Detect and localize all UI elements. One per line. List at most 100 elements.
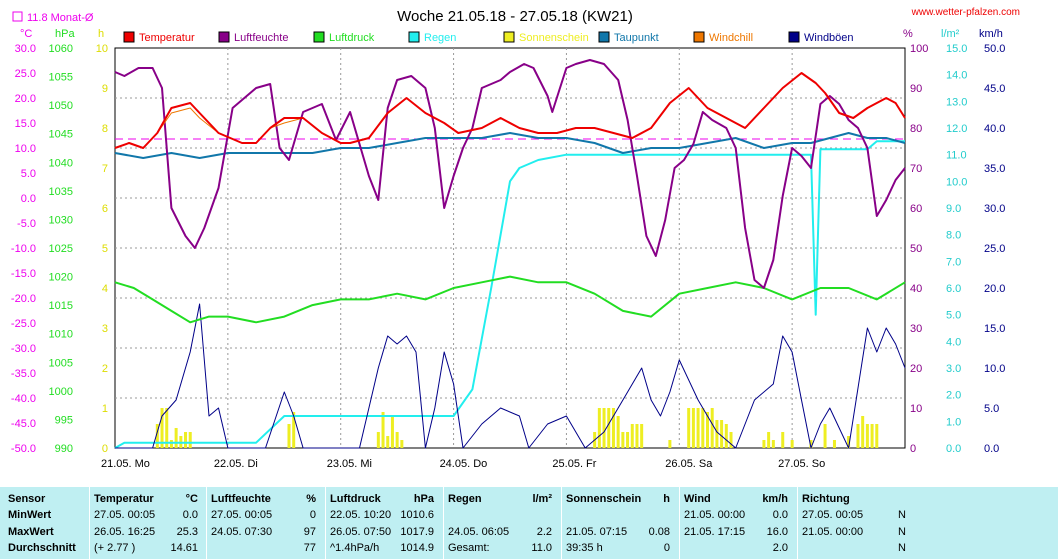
stats-column-unit: l/m² [532,493,552,505]
stats-table: Sensor Temperatur °C Luftfeuchte% Luftdruck h… [0,487,1058,559]
rain-tick-label: 15.0 [946,43,967,55]
stats-cell-time: 26.05. 16:25 [94,526,156,538]
wind-unit-label: km/h [979,28,1003,40]
legend-swatch [788,31,800,43]
sunshine-bar [875,424,879,448]
sunshine-bar [160,408,164,448]
stats-column-separator [797,487,798,559]
legend-swatch [123,31,135,43]
sunshine-bar [809,440,813,448]
temp-tick-label: -50.0 [11,443,36,455]
series-taupunkt-line [114,132,906,159]
stats-column-header: Regen [448,493,482,505]
sunshine-bar [724,424,728,448]
temp-tick-label: 15.0 [15,118,36,130]
humidity-tick-label: 60 [910,203,922,215]
temp-tick-label: 0.0 [21,193,36,205]
wind-tick-label: 45.0 [984,83,1005,95]
temp-tick-label: -25.0 [11,318,36,330]
sunshine-bar [626,432,630,448]
stats-column-separator [206,487,207,559]
sunshine-bar [165,408,169,448]
humidity-tick-label: 80 [910,123,922,135]
series-regen-line [114,140,905,449]
stats-row-label: MaxWert [8,526,54,538]
month-avg-label: 11.8 Monat-Ø [27,12,94,24]
stats-column-header: Sensor [8,493,46,505]
sunshine-bar [611,408,615,448]
pressure-tick-label: 1040 [49,157,73,169]
rain-tick-label: 8.0 [946,230,961,242]
wind-tick-label: 5.0 [984,403,999,415]
x-tick-label: 26.05. Sa [665,458,713,470]
stats-column-unit: h [663,493,670,505]
sunshine-bar [668,440,672,448]
sun-tick-label: 2 [102,363,108,375]
temp-tick-label: -40.0 [11,393,36,405]
pressure-tick-label: 1005 [49,357,73,369]
stats-cell-value: 11.0 [531,542,552,554]
pressure-tick-label: 1015 [49,300,73,312]
temp-tick-label: -35.0 [11,368,36,380]
sunshine-bar [621,432,625,448]
stats-cell-time: 21.05. 07:15 [566,526,628,538]
stats-column-separator [561,487,562,559]
pressure-tick-label: 995 [55,414,73,426]
stats-cell-time: 24.05. 07:30 [211,526,273,538]
sunshine-bar [287,424,291,448]
stats-column-header: Wind [684,493,711,505]
legend-label: Windböen [804,32,854,44]
humidity-tick-label: 40 [910,283,922,295]
legend-swatch [408,31,420,43]
rain-tick-label: 1.0 [946,416,961,428]
rain-tick-label: 9.0 [946,203,961,215]
wind-tick-label: 10.0 [984,363,1005,375]
sunshine-bar [823,424,827,448]
temp-tick-label: -20.0 [11,293,36,305]
pressure-tick-label: 1025 [49,243,73,255]
stats-column-header: Luftdruck [330,493,381,505]
sun-tick-label: 1 [102,403,108,415]
stats-column-header: Richtung [802,493,850,505]
stats-cell-time: 21.05. 00:00 [684,509,746,521]
stats-cell-value: 25.3 [176,526,198,538]
legend-label: Luftfeuchte [234,32,288,44]
x-tick-label: 23.05. Mi [327,458,372,470]
stats-column-unit: % [306,493,316,505]
pressure-tick-label: 1050 [49,100,73,112]
stats-cell-value: 77 [303,542,316,554]
wind-tick-label: 25.0 [984,243,1005,255]
sunshine-bar [870,424,874,448]
sunshine-bar [292,412,296,448]
humidity-tick-label: 30 [910,323,922,335]
stats-column-header: Luftfeuchte [211,493,271,505]
sunshine-bar [767,432,771,448]
stats-column-separator [443,487,444,559]
humidity-tick-label: 90 [910,83,922,95]
plot-area: 30.025.020.015.010.05.00.0-5.0-10.0-15.0… [11,28,1006,470]
pressure-unit-label: hPa [55,28,75,40]
stats-cell-time: 27.05. 00:05 [211,509,273,521]
temp-tick-label: 25.0 [15,68,36,80]
stats-cell-value: N [898,526,906,538]
sun-tick-label: 9 [102,83,108,95]
sunshine-bar [376,432,380,448]
humidity-tick-label: 50 [910,243,922,255]
legend-swatch [693,31,705,43]
sunshine-bar [710,408,714,448]
legend-label: Regen [424,32,456,44]
stats-cell-value: N [898,509,906,521]
rain-tick-label: 6.0 [946,283,961,295]
rain-tick-label: 0.0 [946,443,961,455]
sun-tick-label: 0 [102,443,108,455]
sunshine-bar [635,424,639,448]
sunshine-bar [155,424,159,448]
stats-cell-value: 97 [303,526,316,538]
rain-tick-label: 2.0 [946,390,961,402]
stats-cell-time: ^1.4hPa/h [330,542,380,554]
sun-tick-label: 3 [102,323,108,335]
stats-cell-time: 21.05. 00:00 [802,526,864,538]
stats-cell-value: N [898,542,906,554]
stats-cell-value: 0.0 [772,509,788,521]
stats-cell-value: 2.2 [536,526,552,538]
